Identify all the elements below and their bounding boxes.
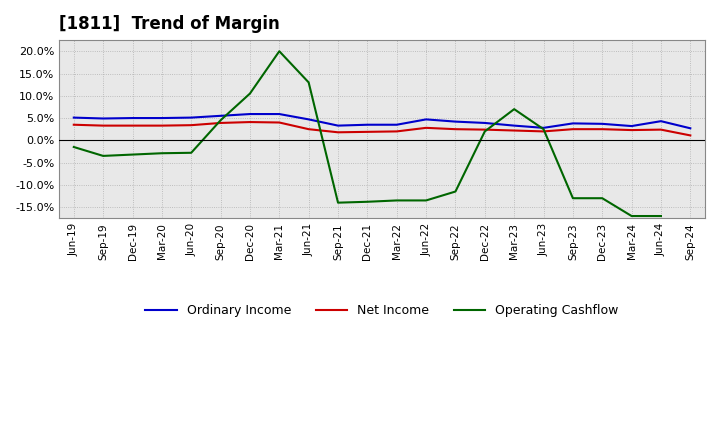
Operating Cashflow [569,195,577,201]
Net Income [158,123,166,128]
Operating Cashflow [158,150,166,156]
Operating Cashflow [246,91,254,96]
Ordinary Income [480,120,489,125]
Operating Cashflow [422,198,431,203]
Legend: Ordinary Income, Net Income, Operating Cashflow: Ordinary Income, Net Income, Operating C… [140,299,624,323]
Ordinary Income [627,124,636,129]
Operating Cashflow [275,48,284,54]
Operating Cashflow [598,195,606,201]
Net Income [598,127,606,132]
Operating Cashflow [187,150,196,155]
Ordinary Income [686,126,695,131]
Operating Cashflow [99,153,107,158]
Ordinary Income [158,115,166,121]
Ordinary Income [598,121,606,126]
Operating Cashflow [451,189,460,194]
Ordinary Income [246,111,254,117]
Net Income [451,127,460,132]
Operating Cashflow [128,152,137,157]
Net Income [275,120,284,125]
Line: Ordinary Income: Ordinary Income [73,114,690,128]
Net Income [305,127,313,132]
Net Income [363,129,372,135]
Operating Cashflow [363,199,372,205]
Operating Cashflow [392,198,401,203]
Operating Cashflow [627,213,636,219]
Ordinary Income [216,113,225,118]
Line: Operating Cashflow: Operating Cashflow [73,51,661,216]
Net Income [480,127,489,132]
Net Income [686,133,695,138]
Ordinary Income [275,111,284,117]
Operating Cashflow [333,200,342,205]
Ordinary Income [363,122,372,127]
Net Income [510,128,518,133]
Ordinary Income [187,115,196,120]
Ordinary Income [69,115,78,120]
Ordinary Income [539,125,548,131]
Operating Cashflow [69,144,78,150]
Ordinary Income [510,123,518,128]
Ordinary Income [99,116,107,121]
Net Income [392,129,401,134]
Operating Cashflow [510,106,518,112]
Net Income [422,125,431,131]
Ordinary Income [128,115,137,121]
Ordinary Income [657,118,665,124]
Net Income [69,122,78,127]
Ordinary Income [451,119,460,124]
Net Income [246,119,254,125]
Net Income [569,127,577,132]
Net Income [216,120,225,125]
Operating Cashflow [480,129,489,134]
Net Income [657,127,665,132]
Operating Cashflow [657,213,665,219]
Ordinary Income [569,121,577,126]
Net Income [128,123,137,128]
Operating Cashflow [305,80,313,85]
Net Income [627,128,636,133]
Net Income [99,123,107,128]
Operating Cashflow [216,117,225,123]
Ordinary Income [422,117,431,122]
Text: [1811]  Trend of Margin: [1811] Trend of Margin [59,15,280,33]
Net Income [333,130,342,135]
Ordinary Income [392,122,401,127]
Net Income [187,122,196,128]
Ordinary Income [333,123,342,128]
Net Income [539,129,548,134]
Operating Cashflow [539,127,548,132]
Ordinary Income [305,117,313,122]
Line: Net Income: Net Income [73,122,690,136]
